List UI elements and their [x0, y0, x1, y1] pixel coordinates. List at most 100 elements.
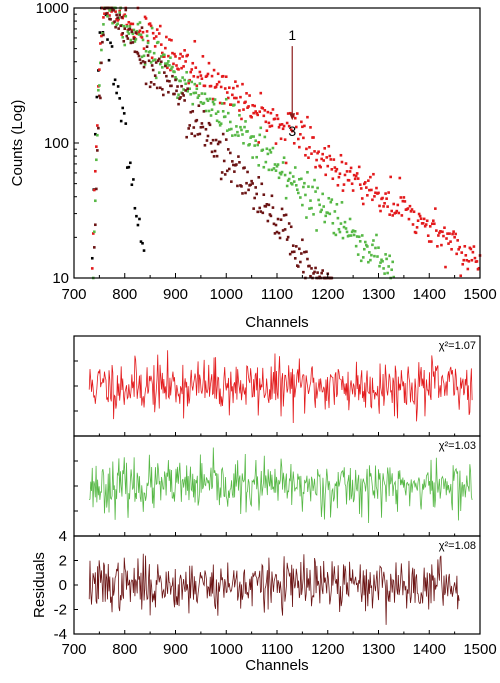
decay-point	[256, 210, 260, 214]
decay-point	[444, 265, 447, 269]
decay-point	[258, 206, 262, 210]
decay-point	[145, 45, 149, 49]
decay-point	[221, 109, 225, 113]
decay-point	[196, 75, 200, 79]
decay-point	[115, 13, 118, 17]
decay-point	[121, 32, 125, 35]
decay-point	[401, 199, 405, 203]
residual-x-tick-label: 1000	[210, 641, 243, 658]
decay-point	[357, 235, 361, 239]
decay-point	[140, 36, 144, 39]
decay-point	[180, 66, 183, 70]
decay-point	[238, 109, 241, 112]
decay-point	[225, 169, 229, 173]
decay-point	[299, 260, 302, 264]
decay-point	[93, 188, 96, 192]
decay-point	[390, 268, 393, 272]
decay-point	[303, 181, 306, 185]
decay-point	[233, 96, 236, 100]
decay-point	[328, 212, 332, 216]
decay-point	[341, 236, 345, 240]
decay-point	[370, 253, 373, 257]
decay-point	[135, 50, 139, 54]
decay-point	[287, 222, 291, 225]
decay-point	[150, 26, 154, 30]
decay-x-tick-labels: 700 800 900 1000 1100 1200 1300 1400 1500	[61, 286, 496, 303]
decay-x-tick-label: 800	[112, 286, 137, 303]
decay-point	[197, 94, 201, 97]
decay-point	[342, 183, 346, 186]
decay-point	[200, 92, 204, 95]
decay-point	[242, 108, 245, 111]
decay-point	[139, 61, 143, 65]
decay-point	[117, 27, 120, 30]
decay-point	[352, 233, 356, 237]
decay-y-tick-label: 10	[52, 270, 69, 287]
decay-point	[426, 234, 430, 237]
decay-point	[129, 161, 132, 165]
decay-point	[428, 225, 432, 228]
decay-point	[336, 183, 340, 187]
decay-point	[157, 57, 161, 61]
decay-point	[300, 120, 303, 124]
decay-point	[316, 186, 319, 190]
residual-line	[88, 553, 460, 625]
decay-point	[304, 153, 307, 157]
decay-point	[383, 201, 386, 205]
decay-point	[222, 159, 226, 163]
decay-point	[94, 199, 97, 203]
decay-point	[132, 28, 136, 32]
decay-point	[306, 257, 309, 261]
decay-point	[350, 182, 354, 186]
curve-order-annotation: 1 3	[288, 27, 296, 139]
decay-point	[251, 156, 254, 159]
decay-point	[360, 197, 364, 200]
decay-point	[384, 253, 387, 256]
decay-point	[254, 186, 257, 189]
decay-point	[335, 167, 339, 171]
decay-point	[215, 154, 219, 158]
decay-point	[152, 83, 156, 86]
decay-series-3	[91, 6, 396, 280]
decay-point	[297, 137, 300, 141]
decay-point	[394, 211, 398, 215]
decay-point	[253, 144, 256, 147]
chi-square-label: χ²=1.08	[439, 540, 476, 552]
decay-point	[324, 214, 328, 218]
decay-point	[395, 209, 399, 213]
decay-point	[116, 85, 120, 88]
decay-point	[307, 156, 310, 159]
decay-point	[294, 125, 298, 129]
decay-point	[135, 29, 139, 33]
decay-point	[214, 112, 218, 115]
decay-point	[108, 9, 111, 12]
decay-point	[279, 218, 283, 222]
decay-point	[403, 200, 407, 203]
decay-point	[289, 128, 293, 131]
decay-point	[157, 71, 161, 74]
decay-point	[116, 16, 119, 20]
decay-point	[308, 264, 311, 268]
decay-point	[197, 104, 201, 107]
decay-point	[152, 37, 156, 40]
decay-point	[98, 94, 101, 98]
decay-point	[284, 161, 288, 165]
decay-point	[244, 100, 247, 104]
decay-point	[96, 124, 99, 127]
decay-point	[376, 255, 379, 258]
residual-x-tick-label: 1300	[362, 641, 395, 658]
decay-point	[165, 35, 168, 39]
decay-point	[377, 246, 380, 249]
residual-x-tick-label: 800	[112, 641, 137, 658]
decay-point	[230, 127, 233, 131]
decay-point	[270, 168, 274, 172]
decay-point	[282, 124, 286, 128]
decay-point	[199, 74, 203, 77]
decay-point	[215, 119, 219, 123]
decay-point	[296, 188, 299, 191]
decay-point	[326, 211, 330, 215]
decay-point	[221, 74, 225, 78]
decay-point	[187, 81, 190, 85]
decay-point	[193, 39, 197, 43]
decay-point	[327, 144, 331, 148]
